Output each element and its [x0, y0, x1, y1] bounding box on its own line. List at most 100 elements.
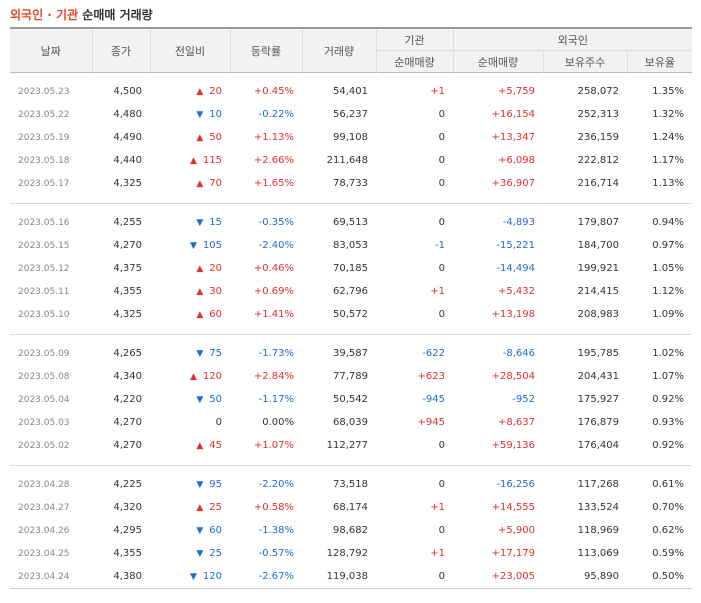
foreign-hold-cell: 216,714 — [577, 178, 619, 189]
volume-cell: 39,587 — [333, 348, 368, 359]
volume-cell: 68,174 — [333, 502, 368, 513]
inst-net-cell: 0 — [438, 155, 445, 166]
volume-cell: 98,682 — [333, 525, 368, 536]
date-cell: 2023.04.24 — [10, 565, 92, 589]
rate-cell: -2.20% — [258, 479, 294, 490]
spacer-cell — [10, 203, 693, 204]
rate-cell: -0.57% — [258, 548, 294, 559]
foreign-net-cell: +5,900 — [497, 525, 535, 536]
change-cell: ▲ 45 — [150, 434, 230, 457]
row-spacer — [10, 466, 692, 473]
volume-cell: 211,648 — [326, 155, 368, 166]
row-spacer — [10, 465, 693, 466]
foreign-net-cell: +28,504 — [491, 371, 535, 382]
rate-cell: +2.84% — [253, 371, 294, 382]
rate-cell: -0.22% — [258, 109, 294, 120]
foreign-ratio-cell: 1.32% — [652, 109, 685, 120]
rate-cell: +2.66% — [253, 155, 294, 166]
down-triangle-icon: ▼ — [196, 218, 204, 228]
change-value: 70 — [209, 178, 222, 189]
rate-cell: +1.41% — [253, 309, 294, 320]
foreign-hold-cell: 179,807 — [577, 217, 619, 228]
date-cell: 2023.05.09 — [18, 348, 70, 359]
foreign-ratio-cell: 0.92% — [652, 440, 685, 451]
change-value: 115 — [202, 155, 222, 166]
change-cell: ▼ 60 — [150, 519, 230, 542]
up-triangle-icon: ▲ — [196, 503, 204, 513]
inst-net-cell: 0 — [376, 565, 453, 589]
foreign-hold-cell: 258,072 — [577, 86, 619, 97]
up-triangle-icon: ▲ — [189, 156, 197, 166]
inst-net-cell: 0 — [438, 263, 445, 274]
foreign-net-cell: +36,907 — [491, 178, 535, 189]
foreign-ratio-cell: 1.12% — [652, 286, 685, 297]
change-value: 20 — [209, 263, 222, 274]
change-value: 15 — [209, 217, 222, 228]
change-value: 45 — [209, 440, 222, 451]
spacer-cell — [10, 195, 692, 204]
change-cell: ▲ 30 — [150, 280, 230, 303]
row-spacer — [10, 195, 692, 204]
up-triangle-icon: ▲ — [189, 372, 197, 382]
change-value: 60 — [209, 525, 222, 536]
date-cell: 2023.05.11 — [18, 286, 70, 297]
rate-cell: +0.45% — [253, 86, 294, 97]
down-triangle-icon: ▼ — [196, 480, 204, 490]
inst-net-cell: +945 — [417, 417, 445, 428]
header-foreign-net: 순매매량 — [452, 50, 543, 73]
close-cell: 4,225 — [113, 479, 142, 490]
change-value: 50 — [209, 394, 222, 405]
volume-cell: 78,733 — [333, 178, 368, 189]
rate-cell: +1.07% — [253, 440, 294, 451]
foreign-hold-cell: 236,159 — [577, 132, 619, 143]
volume-cell: 70,185 — [333, 263, 368, 274]
table-row: 2023.04.26 4,295 ▼ 60 -1.38% 98,682 0 +5,900 118… — [10, 519, 692, 542]
up-triangle-icon: ▲ — [196, 287, 204, 297]
table-row: 2023.04.27 4,320 ▲ 25 +0.58% 68,174 +1 +14,555 1… — [10, 496, 692, 519]
foreign-hold-cell: 214,415 — [577, 286, 619, 297]
spacer-cell — [10, 73, 692, 81]
foreign-ratio-cell: 1.02% — [652, 348, 685, 359]
title-foreign-institution: 외국인 · 기관 — [10, 8, 79, 22]
table-body: 2023.05.23 4,500 ▲ 20 +0.45% 54,401 +1 +5,759 25… — [10, 73, 693, 597]
table-row: 2023.05.10 4,325 ▲ 60 +1.41% 50,572 0 +13,198 20… — [10, 303, 692, 326]
foreign-ratio-cell: 1.17% — [652, 155, 685, 166]
date-cell: 2023.05.18 — [18, 155, 70, 166]
header-date: 날짜 — [10, 28, 92, 73]
foreign-net-cell: +13,198 — [491, 309, 535, 320]
foreign-hold-cell: 133,524 — [577, 502, 619, 513]
table-row: 2023.05.17 4,325 ▲ 70 +1.65% 78,733 0 +36,907 21… — [10, 172, 692, 195]
foreign-hold-cell: 208,983 — [577, 309, 619, 320]
rate-cell: -2.40% — [258, 240, 294, 251]
close-cell: 4,325 — [113, 309, 142, 320]
table-row: 2023.05.19 4,490 ▲ 50 +1.13% 99,108 0 +13,347 23… — [10, 126, 692, 149]
change-cell: ▼ 50 — [150, 388, 230, 411]
trading-table: 날짜 종가 전일비 등락률 거래량 기관 외국인 순매매량 순매매량 보유주수 … — [10, 27, 693, 597]
date-cell: 2023.05.15 — [18, 240, 70, 251]
date-cell: 2023.05.22 — [18, 109, 70, 120]
close-cell: 4,440 — [113, 155, 142, 166]
rate-cell: -1.38% — [258, 525, 294, 536]
section-title: 외국인 · 기관 순매매 거래량 — [10, 6, 153, 24]
volume-cell: 56,237 — [333, 109, 368, 120]
volume-cell: 69,513 — [333, 217, 368, 228]
row-spacer — [10, 334, 693, 335]
foreign-hold-cell: 95,890 — [543, 565, 627, 589]
foreign-net-cell: +5,759 — [497, 86, 535, 97]
foreign-ratio-cell: 1.09% — [652, 309, 685, 320]
foreign-hold-cell: 184,700 — [577, 240, 619, 251]
row-spacer — [10, 203, 693, 204]
inst-net-cell: 0 — [438, 309, 445, 320]
close-cell: 4,265 — [113, 348, 142, 359]
foreign-hold-cell: 195,785 — [577, 348, 619, 359]
foreign-net-cell: +6,098 — [497, 155, 535, 166]
date-cell: 2023.05.19 — [18, 132, 70, 143]
volume-cell: 73,518 — [333, 479, 368, 490]
foreign-net-cell: +59,136 — [491, 440, 535, 451]
change-value: 120 — [202, 371, 222, 382]
foreign-hold-cell: 199,921 — [577, 263, 619, 274]
header-rate: 등락률 — [229, 28, 302, 73]
close-cell: 4,325 — [113, 178, 142, 189]
row-spacer — [10, 335, 692, 342]
table-row: 2023.05.12 4,375 ▲ 20 +0.46% 70,185 0 -14,494 19… — [10, 257, 692, 280]
